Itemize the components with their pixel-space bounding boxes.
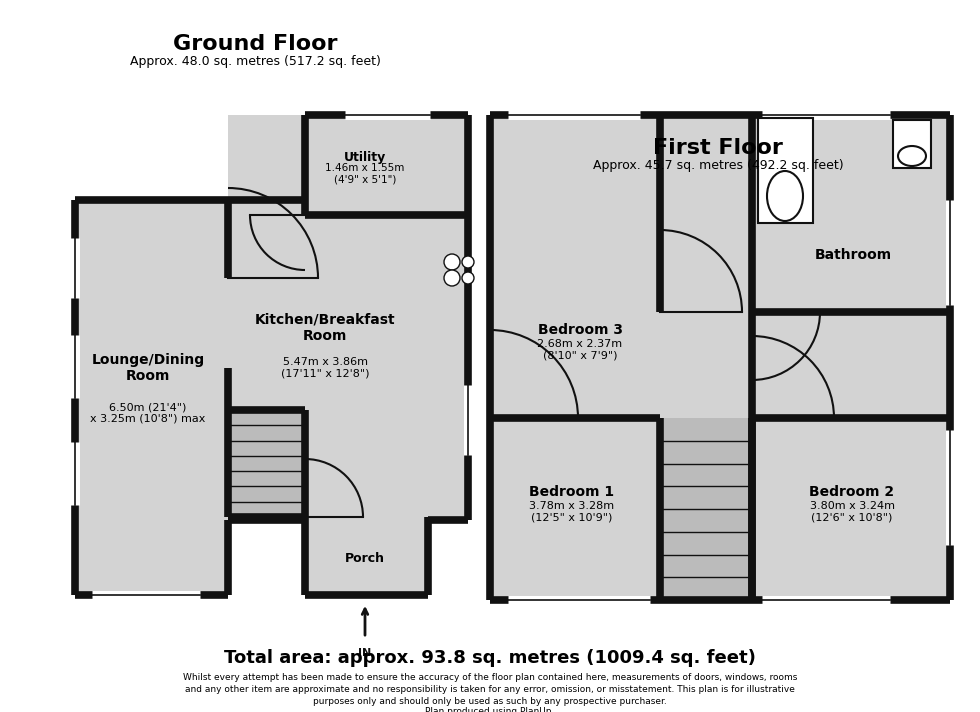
Bar (305, 517, 428, 595)
Bar (228, 115, 468, 520)
Text: Utility: Utility (344, 152, 386, 164)
Text: Kitchen/Breakfast
Room: Kitchen/Breakfast Room (255, 313, 395, 343)
Bar (228, 410, 305, 517)
Text: First Floor: First Floor (653, 138, 783, 158)
Text: Whilst every attempt has been made to ensure the accuracy of the floor plan cont: Whilst every attempt has been made to en… (183, 674, 797, 683)
Ellipse shape (898, 146, 926, 166)
Text: and any other item are approximate and no responsibility is taken for any error,: and any other item are approximate and n… (185, 686, 795, 694)
Text: Approx. 48.0 sq. metres (517.2 sq. feet): Approx. 48.0 sq. metres (517.2 sq. feet) (129, 56, 380, 68)
Circle shape (462, 272, 474, 284)
Bar (75, 200, 228, 595)
Text: Bedroom 1: Bedroom 1 (529, 485, 614, 499)
Text: 1.46m x 1.55m
(4'9" x 5'1"): 1.46m x 1.55m (4'9" x 5'1") (325, 163, 405, 185)
Text: purposes only and should only be used as such by any prospective purchaser.: purposes only and should only be used as… (314, 696, 666, 706)
Text: Porch: Porch (345, 552, 385, 565)
Text: Bedroom 3: Bedroom 3 (537, 323, 622, 337)
Text: Bathroom: Bathroom (814, 248, 892, 262)
Circle shape (462, 256, 474, 268)
Bar (228, 200, 468, 520)
Circle shape (444, 254, 460, 270)
Text: 2.68m x 2.37m
(8'10" x 7'9"): 2.68m x 2.37m (8'10" x 7'9") (537, 339, 622, 361)
Text: Lounge/Dining
Room: Lounge/Dining Room (91, 353, 205, 383)
Text: 5.47m x 3.86m
(17'11" x 12'8"): 5.47m x 3.86m (17'11" x 12'8") (280, 357, 369, 379)
Text: IN: IN (359, 648, 371, 658)
Text: Total area: approx. 93.8 sq. metres (1009.4 sq. feet): Total area: approx. 93.8 sq. metres (100… (224, 649, 756, 667)
Text: 6.50m (21'4")
x 3.25m (10'8") max: 6.50m (21'4") x 3.25m (10'8") max (90, 402, 206, 424)
Text: Ground Floor: Ground Floor (172, 34, 337, 54)
Bar (305, 115, 468, 215)
Ellipse shape (767, 171, 803, 221)
Text: 3.78m x 3.28m
(12'5" x 10'9"): 3.78m x 3.28m (12'5" x 10'9") (529, 501, 614, 523)
Bar (660, 418, 752, 600)
Bar (758, 118, 813, 223)
Circle shape (444, 270, 460, 286)
Text: 3.80m x 3.24m
(12'6" x 10'8"): 3.80m x 3.24m (12'6" x 10'8") (809, 501, 895, 523)
Text: Bedroom 2: Bedroom 2 (809, 485, 895, 499)
Bar (893, 120, 931, 168)
Text: Approx. 45.7 sq. metres (492.2 sq. feet): Approx. 45.7 sq. metres (492.2 sq. feet) (593, 159, 844, 172)
Bar (490, 115, 950, 600)
Text: Plan produced using PlanUp.: Plan produced using PlanUp. (425, 706, 555, 712)
